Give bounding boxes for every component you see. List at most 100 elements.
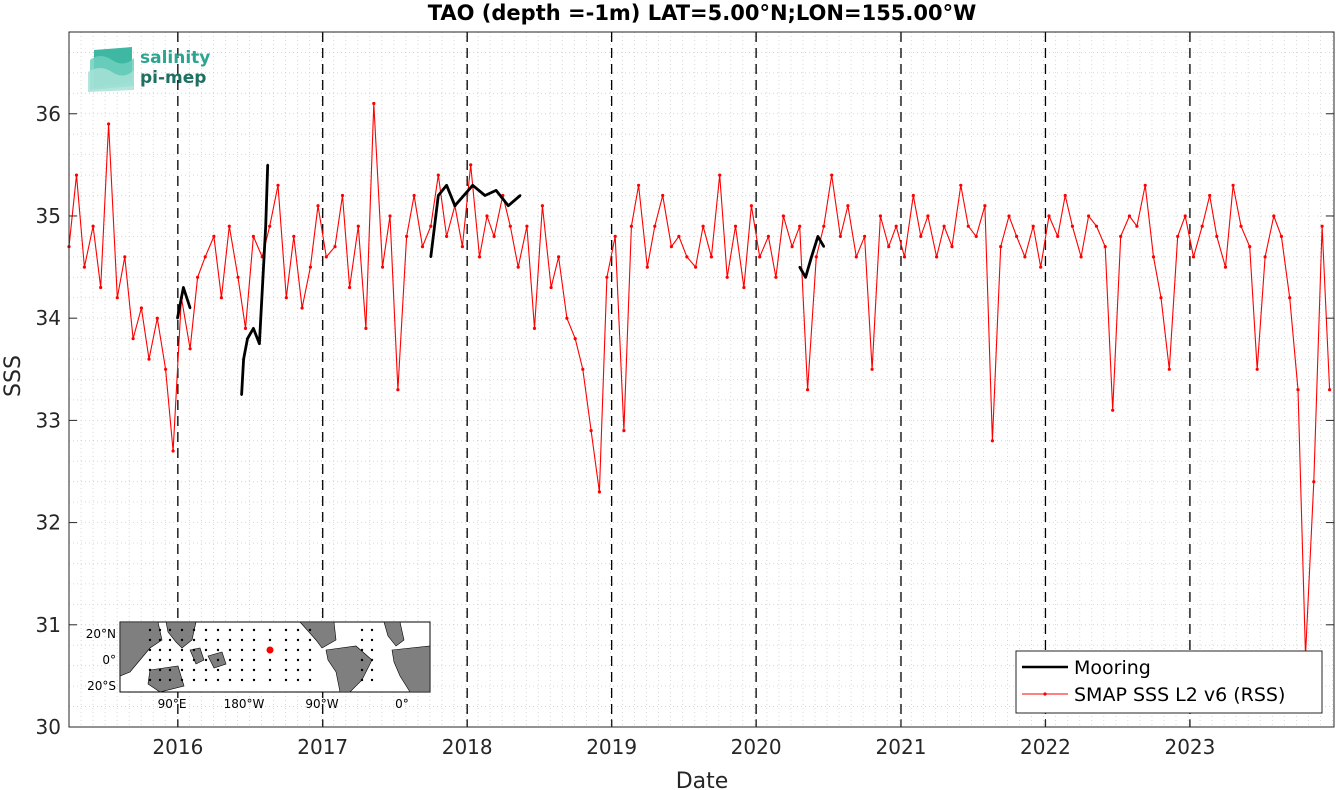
smap-data-point xyxy=(485,214,489,218)
map-mooring-dot xyxy=(158,668,162,672)
mooring-data-point xyxy=(453,204,457,207)
smap-data-point xyxy=(1320,224,1324,228)
smap-data-point xyxy=(605,275,609,279)
smap-data-point xyxy=(1215,234,1219,238)
smap-data-point xyxy=(1135,224,1139,228)
mooring-data-point xyxy=(264,225,267,228)
smap-data-point xyxy=(405,234,409,238)
map-mooring-dot xyxy=(228,658,232,662)
x-tick-label: 2017 xyxy=(297,735,348,759)
map-lat-label-north: 20°N xyxy=(86,627,116,641)
map-mooring-dot xyxy=(252,628,256,632)
smap-data-point xyxy=(1159,296,1163,300)
smap-series-line xyxy=(68,103,1331,656)
smap-data-point xyxy=(718,173,722,177)
smap-data-point xyxy=(798,224,802,228)
x-tick-label: 2018 xyxy=(442,735,493,759)
smap-data-point xyxy=(388,214,392,218)
map-lon-label-0: 0° xyxy=(395,697,409,711)
map-mooring-dot xyxy=(180,638,184,642)
smap-data-point xyxy=(806,388,810,392)
smap-data-point xyxy=(396,388,400,392)
x-axis-label: Date xyxy=(676,769,729,790)
map-mooring-dot xyxy=(296,658,300,662)
map-lon-label-90w: 90°W xyxy=(305,697,338,711)
smap-data-point xyxy=(645,265,649,269)
y-tick-label: 34 xyxy=(36,306,61,330)
y-axis-label: SSS xyxy=(1,355,26,397)
map-mooring-dot xyxy=(192,678,196,682)
mooring-data-point xyxy=(258,342,261,345)
mooring-data-point xyxy=(519,194,522,197)
smap-data-point xyxy=(926,214,930,218)
smap-data-point xyxy=(324,255,328,259)
smap-data-point xyxy=(854,255,858,259)
map-mooring-dot xyxy=(228,628,232,632)
smap-data-point xyxy=(894,224,898,228)
smap-data-point xyxy=(196,275,200,279)
location-inset-map: 20°N 0° 20°S 90°E 180°W 90°W 0° xyxy=(86,621,431,711)
map-mooring-dot xyxy=(216,658,220,662)
map-mooring-dot xyxy=(370,628,374,632)
smap-data-point xyxy=(1079,255,1083,259)
map-mooring-dot xyxy=(268,638,272,642)
smap-data-point xyxy=(74,173,79,177)
smap-data-point xyxy=(999,245,1003,249)
mooring-data-point xyxy=(804,276,807,279)
map-mooring-dot xyxy=(284,678,288,682)
smap-data-point xyxy=(622,429,626,433)
map-mooring-dot xyxy=(360,668,364,672)
smap-data-point xyxy=(1328,388,1332,392)
smap-data-point xyxy=(131,337,135,341)
mooring-data-point xyxy=(242,357,245,361)
smap-data-point xyxy=(919,234,923,238)
smap-data-point xyxy=(300,306,304,310)
smap-data-point xyxy=(540,204,545,208)
smap-data-point xyxy=(613,234,617,238)
map-mooring-dot xyxy=(284,658,288,662)
map-mooring-dot xyxy=(240,628,244,632)
map-mooring-dot xyxy=(308,638,312,642)
smap-data-point xyxy=(155,316,159,320)
smap-data-point xyxy=(380,265,385,269)
mooring-series-layer xyxy=(176,163,826,396)
map-mooring-dot xyxy=(370,658,374,662)
mooring-data-point xyxy=(188,306,192,310)
smap-data-point xyxy=(1103,245,1107,249)
smap-data-point xyxy=(429,224,433,228)
smap-data-point xyxy=(709,255,714,259)
map-mooring-dot xyxy=(370,638,374,642)
smap-data-point xyxy=(348,285,352,290)
map-mooring-dot xyxy=(204,628,208,632)
map-mooring-dot xyxy=(252,658,256,662)
smap-data-point xyxy=(766,234,771,238)
smap-data-point xyxy=(1111,408,1115,412)
map-mooring-dot xyxy=(296,628,300,632)
smap-data-point xyxy=(1176,234,1180,238)
map-mooring-dot xyxy=(148,668,152,672)
legend: Mooring SMAP SSS L2 v6 (RSS) xyxy=(1015,650,1323,714)
map-mooring-dot xyxy=(308,678,312,682)
smap-data-point xyxy=(171,449,175,453)
y-axis-ticks: 30 31 32 33 34 35 36 xyxy=(36,102,1334,739)
smap-data-point xyxy=(1239,224,1243,228)
map-mooring-dot xyxy=(216,648,220,652)
map-mooring-dot xyxy=(228,638,232,642)
smap-data-point xyxy=(959,183,963,187)
smap-data-point xyxy=(123,255,127,259)
logo-wave-icon xyxy=(88,47,134,92)
smap-data-point xyxy=(227,224,231,228)
map-mooring-dot xyxy=(168,648,172,652)
map-lat-label-equator: 0° xyxy=(102,653,116,667)
mooring-data-point xyxy=(266,163,269,167)
smap-data-point xyxy=(1248,245,1252,249)
legend-box xyxy=(1015,650,1323,714)
map-mooring-dot xyxy=(240,658,244,662)
map-mooring-dot xyxy=(168,628,172,632)
smap-data-point xyxy=(203,255,207,259)
mooring-data-point xyxy=(471,184,474,187)
smap-data-point xyxy=(412,193,416,198)
smap-data-point xyxy=(589,429,593,433)
map-mooring-dot xyxy=(192,638,196,642)
smap-data-point xyxy=(525,224,529,228)
